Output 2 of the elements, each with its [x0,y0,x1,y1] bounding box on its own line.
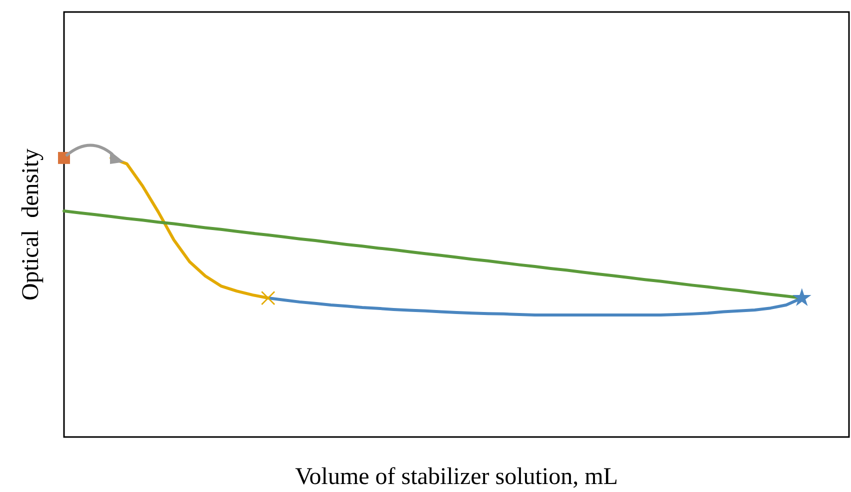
x-axis-title: Volume of stabilizer solution, mL [295,464,618,490]
y-axis-title: Optical density [18,148,44,300]
